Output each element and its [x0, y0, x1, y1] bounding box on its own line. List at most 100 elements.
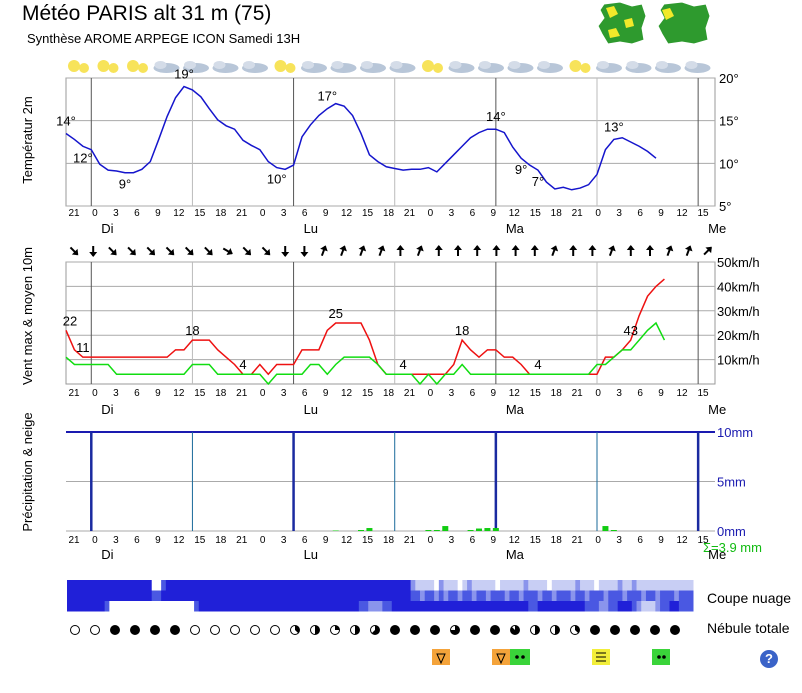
cloud-cell	[147, 590, 153, 601]
cloud-cell	[575, 590, 581, 601]
cloud-cell	[222, 590, 228, 601]
nebula-fill	[575, 625, 580, 634]
cloud-cell	[231, 601, 237, 612]
cloud-cell	[71, 601, 77, 612]
cloud-cell	[184, 601, 190, 612]
cloud-cell	[528, 601, 534, 612]
cloud-cell	[509, 590, 515, 601]
nebula-fill	[335, 625, 340, 630]
cloud-cell	[339, 590, 346, 601]
cloud-cell	[217, 580, 223, 591]
france-map-1-icon[interactable]	[596, 0, 648, 46]
cloud-cell	[137, 590, 143, 601]
cloud-cell	[589, 580, 595, 591]
cloud-cell	[537, 580, 543, 591]
cloud-cell	[311, 580, 317, 591]
wind-arrow-icon	[242, 246, 252, 256]
hour-tick-label: 12	[676, 208, 688, 219]
cloud-cell	[321, 590, 327, 601]
precip-bar	[492, 528, 499, 531]
cloud-cell	[90, 601, 96, 612]
cloud-cell	[255, 590, 261, 601]
cloud-cell	[175, 601, 181, 612]
help-button[interactable]: ?	[760, 650, 778, 668]
day-label: Ma	[506, 221, 525, 236]
cloud-cell	[617, 590, 623, 601]
cloud-cell	[664, 601, 670, 612]
cloud-cell	[269, 601, 275, 612]
wind-arrow-icon	[396, 245, 405, 256]
hour-tick-label: 0	[92, 208, 98, 219]
hour-tick-label: 15	[194, 388, 206, 399]
cloud-cell	[532, 590, 539, 601]
wind-arrow-icon	[434, 245, 443, 256]
cloud-cell	[236, 580, 242, 591]
hour-tick-label: 12	[509, 388, 521, 399]
cloud-cell	[561, 580, 567, 591]
sun-icon	[97, 60, 110, 72]
nebula-icon	[70, 625, 80, 635]
hour-tick-label: 6	[134, 208, 140, 219]
cloud-cell	[208, 601, 214, 612]
cloud-cell	[212, 601, 219, 612]
cloud-cell	[429, 601, 435, 612]
sun-icon	[274, 60, 287, 72]
hour-tick-label: 9	[491, 388, 497, 399]
hour-tick-label: 0	[260, 208, 266, 219]
temp-tick-label: 10°	[719, 156, 739, 171]
nebula-icon	[470, 625, 480, 635]
hour-tick-label: 12	[509, 535, 521, 546]
hour-tick-label: 3	[616, 535, 622, 546]
wind-annotation: 43	[623, 323, 637, 338]
cloud-cell	[358, 580, 365, 591]
cloud-cell	[147, 601, 153, 612]
hour-tick-label: 6	[637, 535, 643, 546]
cloud-cell	[292, 601, 299, 612]
cloud-cell	[372, 590, 379, 601]
cloud-cell	[302, 580, 308, 591]
hour-tick-label: 12	[676, 388, 688, 399]
cloud-cell	[641, 580, 647, 591]
cloud-cell	[471, 580, 477, 591]
france-map-2-icon[interactable]	[656, 0, 712, 46]
cloud-cell	[617, 580, 623, 591]
day-label: Me	[708, 547, 726, 562]
cloud-cell	[674, 601, 680, 612]
hour-tick-label: 21	[404, 535, 416, 546]
cloud-cell	[645, 601, 652, 612]
cloud-cell	[565, 590, 572, 601]
cloud-cell	[603, 601, 609, 612]
cloud-cell	[415, 580, 421, 591]
wind-arrow-icon	[127, 246, 136, 256]
cloud-cell	[330, 601, 336, 612]
cloud-cell	[462, 580, 468, 591]
hour-tick-label: 6	[134, 535, 140, 546]
cloud-cell	[368, 590, 374, 601]
wind-arrow-icon	[646, 245, 654, 256]
temp-annotation: 14°	[486, 109, 506, 124]
cloud-cell	[203, 601, 209, 612]
cloud-cell	[678, 580, 685, 591]
cloud-cell	[452, 601, 459, 612]
cloud-section-grid	[67, 580, 694, 612]
cloud-cell	[297, 590, 303, 601]
cloud-cell	[401, 590, 407, 601]
cloud-cell	[660, 601, 666, 612]
wind-tick-label: 30km/h	[717, 304, 760, 319]
cloud-cell	[189, 601, 195, 612]
cloud-cell	[495, 590, 501, 601]
cloud-cell	[132, 601, 139, 612]
cloud-cell	[387, 580, 393, 591]
cloud-icon	[331, 61, 344, 69]
cloud-cell	[575, 601, 581, 612]
cloud-cell	[514, 590, 520, 601]
cloud-cell	[151, 580, 157, 591]
cloud-cell	[217, 590, 223, 601]
hour-tick-label: 6	[134, 388, 140, 399]
cloud-cell	[76, 601, 82, 612]
precip-bar	[442, 526, 449, 531]
cloud-cell	[203, 580, 209, 591]
cloud-cell	[669, 601, 675, 612]
cloud-cell	[565, 580, 572, 591]
temp-tick-label: 5°	[719, 199, 731, 214]
